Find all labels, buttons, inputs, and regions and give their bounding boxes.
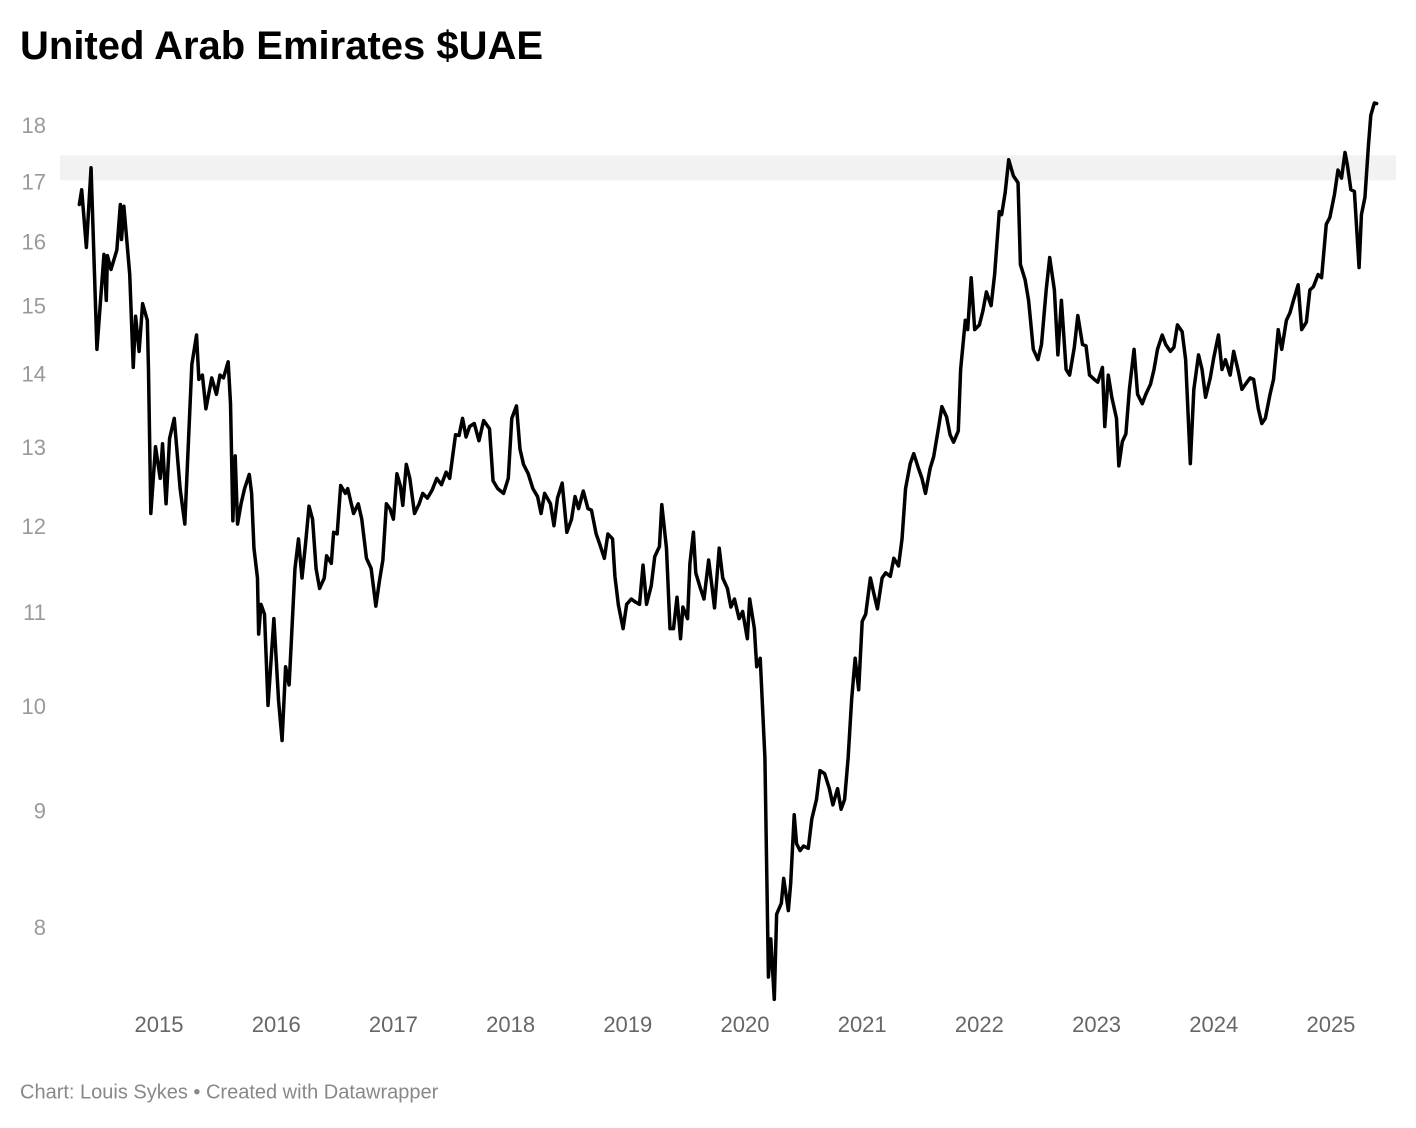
x-tick-label: 2019: [603, 1012, 652, 1037]
y-tick-label: 11: [23, 600, 46, 625]
price-line: [77, 101, 1379, 1002]
y-tick-label: 16: [22, 230, 46, 255]
y-tick-label: 17: [22, 170, 46, 195]
x-tick-label: 2016: [252, 1012, 301, 1037]
y-tick-label: 13: [22, 435, 46, 460]
x-tick-label: 2015: [135, 1012, 184, 1037]
x-tick-label: 2020: [721, 1012, 770, 1037]
x-tick-label: 2018: [486, 1012, 535, 1037]
y-tick-label: 9: [34, 798, 46, 823]
x-tick-label: 2023: [1072, 1012, 1121, 1037]
y-tick-label: 10: [22, 694, 46, 719]
y-tick-label: 8: [34, 915, 46, 940]
x-tick-label: 2017: [369, 1012, 418, 1037]
y-tick-label: 18: [22, 113, 46, 138]
footer: Chart: Louis Sykes • Created with Datawr…: [20, 1081, 439, 1103]
y-tick-label: 14: [22, 362, 46, 387]
y-tick-label: 12: [22, 514, 46, 539]
x-tick-label: 2025: [1306, 1012, 1355, 1037]
y-tick-label: 15: [22, 293, 46, 318]
highlight-band: [60, 155, 1396, 181]
x-tick-label: 2021: [838, 1012, 887, 1037]
x-tick-label: 2022: [955, 1012, 1004, 1037]
chart-title: United Arab Emirates $UAE: [20, 24, 543, 68]
x-tick-label: 2024: [1189, 1012, 1238, 1037]
